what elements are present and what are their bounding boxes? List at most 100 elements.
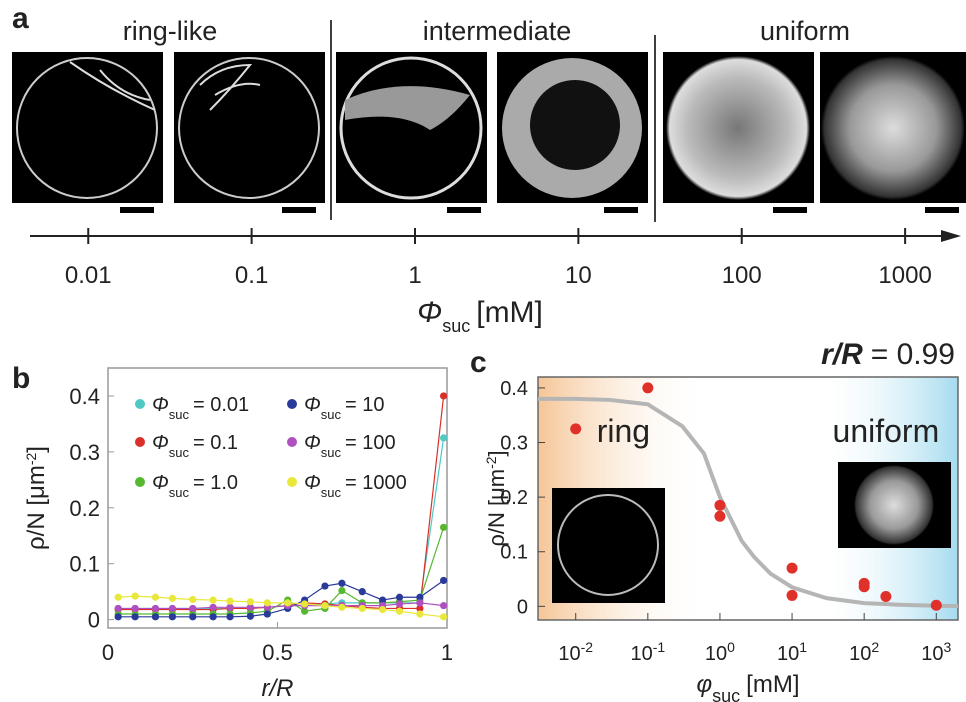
text-part: Φ bbox=[152, 432, 169, 454]
text-part: Φ bbox=[152, 472, 169, 494]
micrograph-feature bbox=[199, 63, 261, 111]
legend-label: = 0.1 bbox=[193, 432, 238, 454]
y-tick-label: 0.1 bbox=[500, 542, 528, 564]
plot-frame bbox=[537, 376, 959, 621]
panel-letter: a bbox=[12, 2, 29, 35]
data-point bbox=[358, 604, 366, 613]
data-point bbox=[189, 613, 197, 621]
text-part: ρ/N [μm bbox=[23, 465, 50, 550]
micrograph-disk bbox=[821, 56, 965, 200]
y-tick-label: 0.3 bbox=[69, 440, 100, 465]
y-tick-label: 0 bbox=[88, 608, 100, 633]
data-point bbox=[338, 579, 346, 587]
series-line bbox=[118, 437, 445, 610]
micrograph bbox=[174, 52, 325, 203]
x-axis-label: φsuc [mM] bbox=[697, 671, 800, 702]
text-part: Φ bbox=[304, 394, 321, 416]
data-point bbox=[858, 581, 870, 593]
x-tick-label: 103 bbox=[921, 639, 951, 665]
data-point bbox=[284, 599, 292, 607]
x-tick-label: 0 bbox=[102, 640, 114, 665]
text-part: suc bbox=[321, 407, 342, 422]
data-point bbox=[209, 603, 217, 611]
data-point bbox=[301, 607, 309, 615]
text-part: φ bbox=[697, 671, 713, 698]
data-point bbox=[416, 604, 424, 613]
legend-entry: Φsuc = 100 bbox=[304, 432, 396, 460]
data-point bbox=[338, 603, 346, 611]
data-point bbox=[440, 434, 448, 442]
micrograph-disk bbox=[666, 56, 810, 200]
y-tick-label: 0.4 bbox=[500, 378, 528, 400]
x-tick-label: 1 bbox=[408, 262, 421, 289]
y-tick-label: 0.4 bbox=[69, 384, 100, 409]
series-line bbox=[118, 527, 445, 615]
data-point bbox=[395, 600, 404, 608]
data-point bbox=[378, 605, 387, 614]
y-tick-label: 0 bbox=[517, 596, 528, 618]
data-point bbox=[338, 586, 346, 595]
y-tick-label: 0.2 bbox=[69, 496, 100, 521]
text-part: 2 bbox=[871, 639, 879, 655]
data-point bbox=[226, 603, 234, 611]
data-point bbox=[714, 510, 726, 522]
text-part: -2 bbox=[581, 639, 594, 655]
micrograph-ring bbox=[339, 56, 483, 200]
data-point bbox=[570, 423, 582, 435]
region-label: ring bbox=[597, 413, 650, 449]
text-part: [mM] bbox=[746, 671, 799, 698]
data-point bbox=[168, 594, 177, 602]
x-tick-label: 0.5 bbox=[262, 640, 293, 665]
data-point bbox=[189, 595, 197, 604]
x-tick-label: 101 bbox=[777, 639, 807, 665]
data-point bbox=[416, 593, 424, 601]
group-label: uniform bbox=[760, 16, 850, 46]
data-point bbox=[416, 599, 424, 607]
data-point bbox=[301, 600, 309, 608]
data-point bbox=[321, 582, 329, 590]
text-part: 10 bbox=[630, 643, 652, 665]
data-point bbox=[189, 604, 197, 613]
data-point bbox=[378, 596, 387, 604]
text-part: -2 bbox=[483, 456, 499, 469]
x-tick-label: 10-2 bbox=[558, 639, 593, 665]
text-part: Φ bbox=[152, 394, 169, 416]
data-point bbox=[930, 599, 942, 611]
data-point bbox=[263, 599, 271, 607]
data-point bbox=[880, 591, 892, 603]
text-part: suc bbox=[169, 485, 190, 500]
legend-entry: Φsuc = 0.1 bbox=[152, 432, 238, 460]
text-part: ] bbox=[484, 450, 509, 456]
data-point bbox=[321, 602, 329, 610]
x-tick-label: 10-1 bbox=[630, 639, 665, 665]
data-point bbox=[246, 598, 254, 606]
legend-label: = 100 bbox=[345, 432, 396, 454]
series-line bbox=[118, 395, 445, 611]
region-label: uniform bbox=[833, 413, 940, 449]
data-point bbox=[246, 612, 254, 620]
legend-label: = 10 bbox=[345, 394, 384, 416]
text-part: suc bbox=[442, 316, 470, 336]
text-part: Φ bbox=[304, 432, 321, 454]
text-part: 0 bbox=[727, 639, 735, 655]
micrograph-feature bbox=[345, 86, 470, 130]
data-point bbox=[131, 604, 139, 613]
scale-bars bbox=[120, 207, 959, 213]
text-part: suc bbox=[169, 407, 190, 422]
data-point bbox=[358, 588, 366, 596]
x-tick-label: 0.1 bbox=[235, 262, 268, 289]
data-point bbox=[416, 610, 424, 618]
text-part: 10 bbox=[849, 643, 871, 665]
data-point bbox=[151, 604, 160, 613]
y-tick-label: 0.3 bbox=[500, 433, 528, 455]
data-point bbox=[209, 596, 217, 604]
legend-entry: Φsuc = 10 bbox=[304, 394, 384, 422]
text-part: 3 bbox=[944, 639, 952, 655]
text-part: -2 bbox=[23, 452, 39, 465]
data-point bbox=[642, 382, 654, 394]
data-point bbox=[168, 613, 177, 621]
data-point bbox=[151, 613, 160, 621]
chart-title: r/R = 0.99 bbox=[821, 338, 955, 371]
data-point bbox=[131, 592, 139, 600]
text-part: -1 bbox=[653, 639, 666, 655]
